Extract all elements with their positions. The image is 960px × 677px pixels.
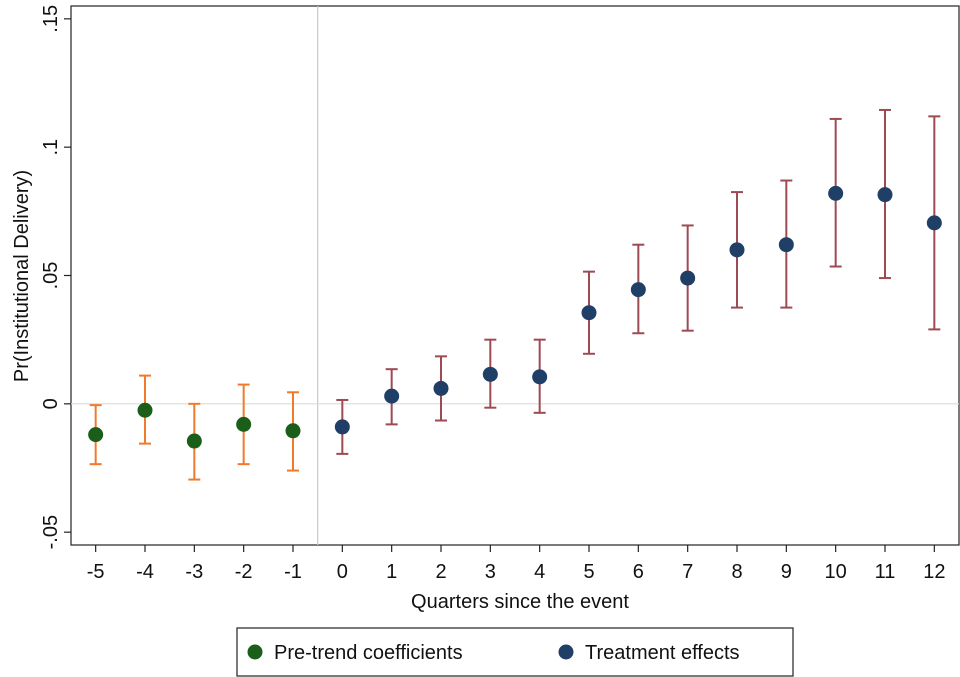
data-point bbox=[729, 242, 745, 258]
data-point bbox=[630, 282, 646, 298]
reference-lines bbox=[71, 6, 959, 545]
data-point bbox=[433, 380, 449, 396]
y-tick-label: .1 bbox=[40, 139, 62, 156]
x-tick-label: 10 bbox=[825, 561, 847, 583]
data-point bbox=[285, 423, 301, 439]
x-axis: -5 -4 -3 -2 -1 0 1 2 3 4 5 6 7 8 9 10 11 12 bbox=[87, 545, 945, 583]
data-point bbox=[334, 419, 350, 435]
data-point bbox=[137, 402, 153, 418]
x-tick-label: 0 bbox=[337, 561, 348, 583]
y-tick-label: .05 bbox=[40, 262, 62, 290]
x-tick-label: -5 bbox=[87, 561, 105, 583]
data-point bbox=[828, 185, 844, 201]
plot-area bbox=[70, 5, 960, 546]
x-tick-label: -2 bbox=[235, 561, 253, 583]
data-point bbox=[482, 366, 498, 382]
legend-marker-treatment bbox=[558, 644, 574, 660]
data-point bbox=[236, 416, 252, 432]
x-axis-label: Quarters since the event bbox=[411, 591, 629, 613]
x-tick-label: 3 bbox=[485, 561, 496, 583]
x-tick-label: 4 bbox=[534, 561, 545, 583]
data-point bbox=[926, 215, 942, 231]
series-treatment bbox=[334, 108, 942, 455]
x-tick-label: -1 bbox=[284, 561, 302, 583]
data-point bbox=[186, 433, 202, 449]
data-point bbox=[384, 388, 400, 404]
legend-box bbox=[236, 627, 794, 677]
x-tick-label: 9 bbox=[781, 561, 792, 583]
data-point bbox=[778, 237, 794, 253]
legend-label-pre-trend: Pre-trend coefficients bbox=[274, 642, 463, 664]
x-tick-label: 6 bbox=[633, 561, 644, 583]
x-tick-label: 2 bbox=[435, 561, 446, 583]
legend-marker-pre-trend bbox=[247, 644, 263, 660]
y-axis-label: Pr(Institutional Delivery) bbox=[11, 170, 33, 382]
x-tick-label: 8 bbox=[731, 561, 742, 583]
x-tick-label: 1 bbox=[386, 561, 397, 583]
y-tick-label: .15 bbox=[40, 5, 62, 33]
y-tick-label: 0 bbox=[40, 398, 62, 409]
data-point bbox=[877, 187, 893, 203]
legend-label-treatment: Treatment effects bbox=[585, 642, 740, 664]
x-tick-label: 11 bbox=[875, 561, 896, 583]
data-point bbox=[532, 369, 548, 385]
x-tick-label: 12 bbox=[923, 561, 945, 583]
x-tick-label: -3 bbox=[185, 561, 203, 583]
x-tick-label: 7 bbox=[682, 561, 693, 583]
data-point bbox=[581, 305, 597, 321]
data-point bbox=[88, 427, 104, 443]
data-point bbox=[680, 270, 696, 286]
x-tick-label: -4 bbox=[136, 561, 154, 583]
series-pre-trend bbox=[88, 374, 301, 481]
y-axis: -.05 0 .05 .1 .15 bbox=[40, 5, 71, 549]
series-layer bbox=[88, 108, 942, 481]
legend: Pre-trend coefficients Treatment effects bbox=[236, 627, 794, 677]
x-tick-label: 5 bbox=[583, 561, 594, 583]
y-tick-label: -.05 bbox=[40, 515, 62, 549]
